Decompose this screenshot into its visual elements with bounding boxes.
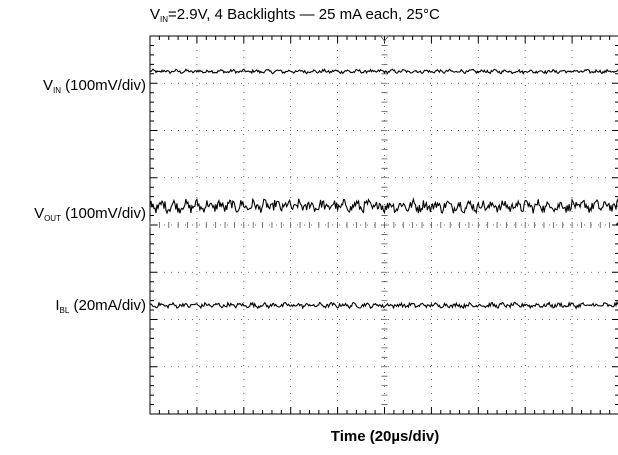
chart-title: VIN=2.9V, 4 Backlights — 25 mA each, 25°… (150, 6, 440, 24)
trace-out (149, 197, 618, 215)
frame-tick-marks (149, 35, 618, 415)
trace-in (149, 68, 618, 75)
series-label-ibl: IBL (20mA/div) (55, 297, 146, 315)
x-axis-label: Time (20µs/div) (330, 428, 440, 445)
center-graticule-ticks (149, 35, 611, 415)
series-label-vout: VOUT (100mV/div) (34, 205, 146, 223)
trace-bl (150, 300, 618, 310)
trigger-marker (380, 35, 389, 42)
series-label-vin: VIN (100mV/div) (42, 77, 146, 95)
